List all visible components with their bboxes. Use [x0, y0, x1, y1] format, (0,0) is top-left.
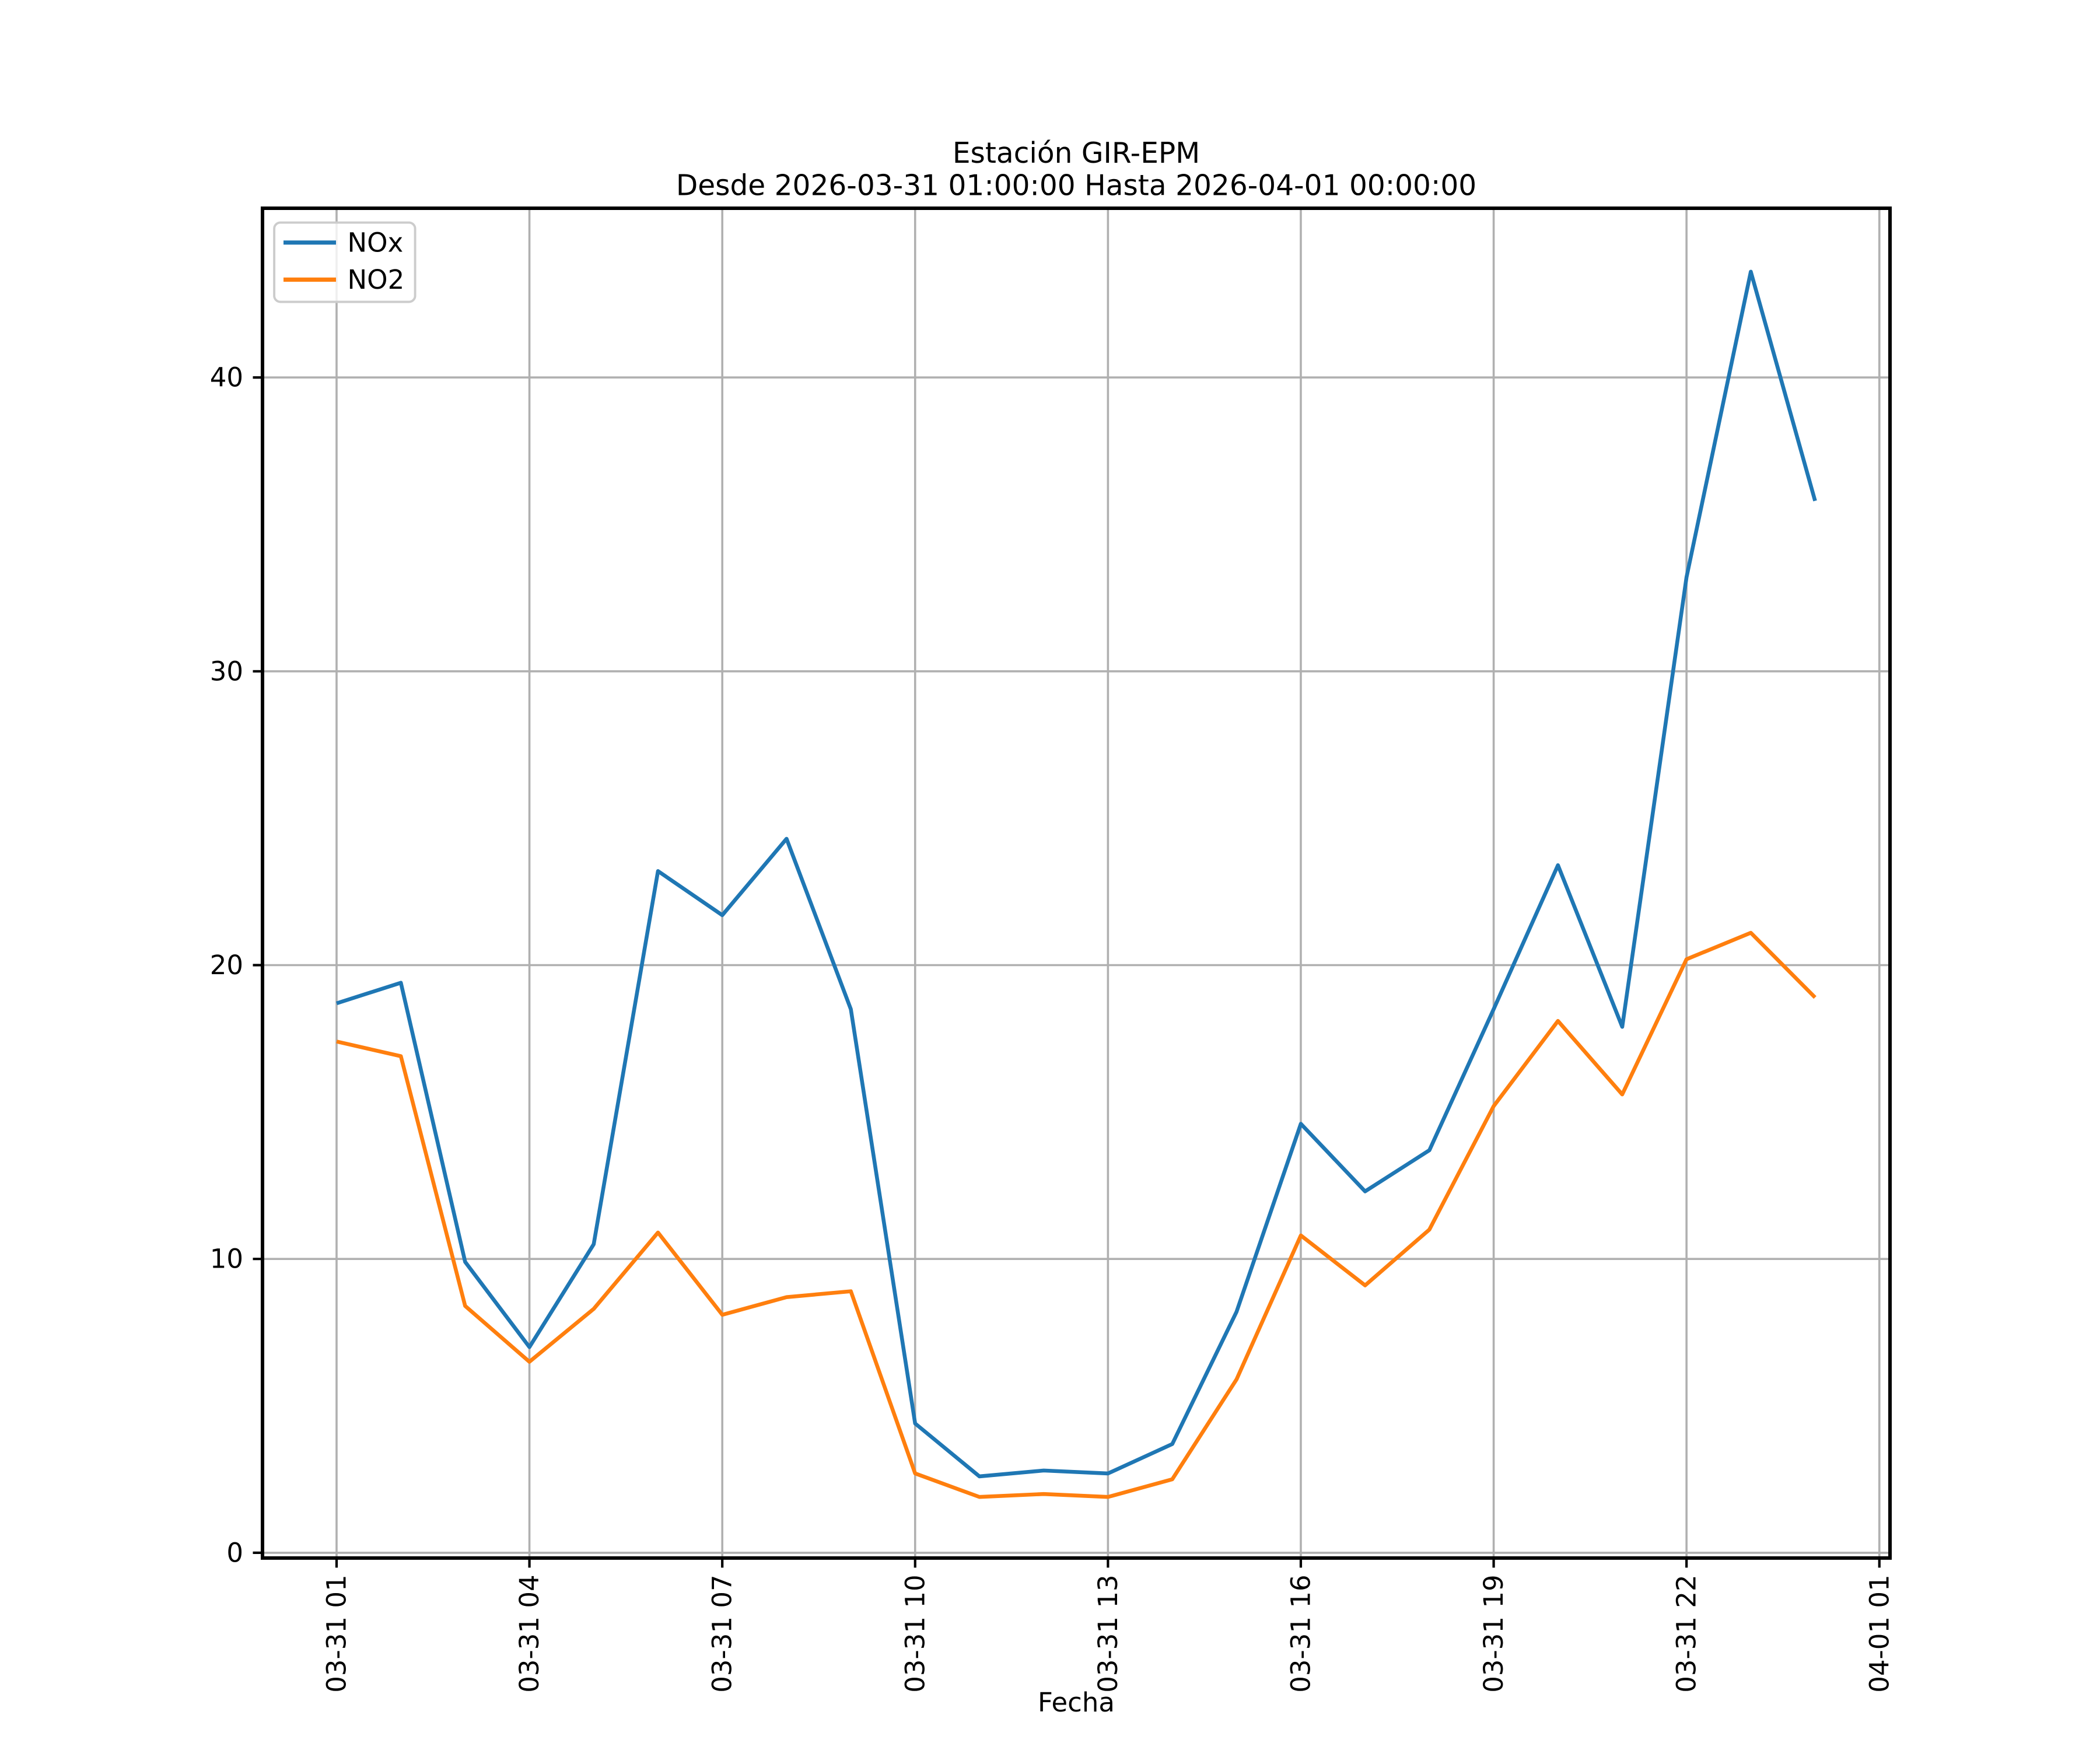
y-tick-label: 0 [226, 1537, 243, 1568]
y-tick-label: 30 [210, 656, 243, 687]
x-axis-label: Fecha [1038, 1687, 1115, 1718]
nox-line [335, 270, 1817, 1479]
x-tick-label: 03-31 16 [1285, 1574, 1316, 1692]
y-tick-label: 20 [210, 950, 243, 981]
y-tick-label: 40 [210, 362, 243, 393]
plot-frame [261, 206, 1892, 1560]
x-tick-label: 03-31 13 [1093, 1574, 1124, 1692]
grid-layer [262, 208, 1890, 1558]
x-tick-label: 03-31 04 [514, 1574, 545, 1692]
y-tick-label: 10 [210, 1244, 243, 1275]
series-layer [335, 270, 1817, 1499]
legend-label-no2: NO2 [348, 264, 405, 295]
x-tick-label: 03-31 01 [321, 1574, 352, 1692]
legend-label-nox: NOx [348, 227, 404, 258]
axis-layer: 03-31 01 03-31 04 03-31 07 03-31 10 03-31 13… [210, 362, 1895, 1693]
x-tick-label: 03-31 22 [1671, 1574, 1702, 1692]
x-tick-label: 03-31 07 [707, 1574, 738, 1692]
legend: NOx NO2 [273, 221, 416, 303]
chart-subtitle: Desde 2026-03-31 01:00:00 Hasta 2026-04-… [676, 170, 1476, 202]
x-tick-label: 03-31 19 [1478, 1574, 1509, 1692]
x-tick-label: 03-31 10 [900, 1574, 930, 1692]
chart-title: Estación GIR-EPM [953, 137, 1200, 170]
x-tick-label: 04-01 01 [1864, 1574, 1895, 1692]
no2-line [336, 930, 1817, 1499]
